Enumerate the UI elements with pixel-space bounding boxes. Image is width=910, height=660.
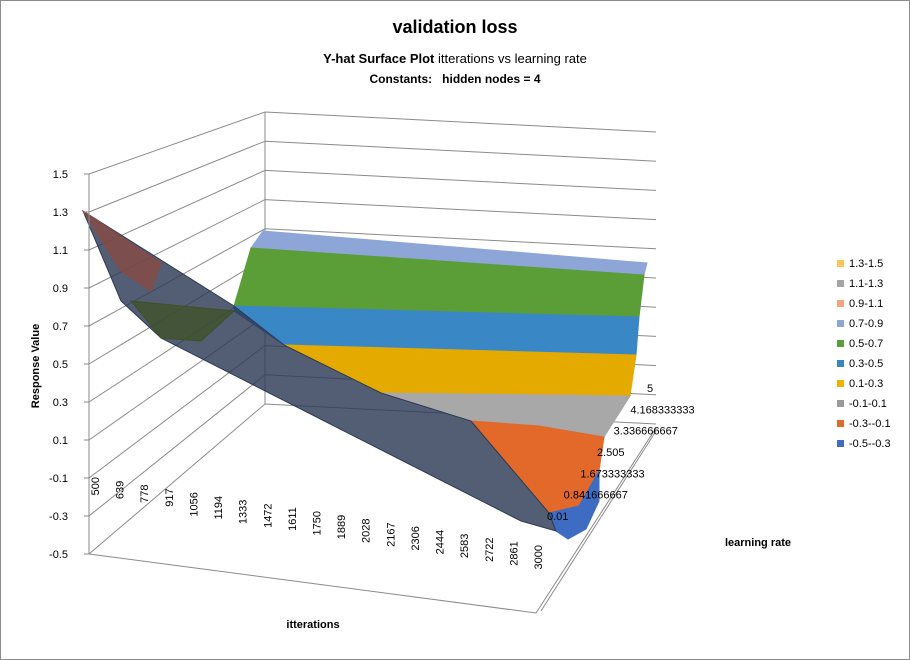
chart-constants: Constants: hidden nodes = 4 (369, 72, 541, 86)
x-tick-label: 2583 (459, 534, 471, 558)
legend-item: 1.1-1.3 (837, 277, 891, 297)
legend-swatch (837, 340, 844, 347)
surface-front-green (129, 300, 236, 342)
legend-swatch (837, 360, 844, 367)
z-tick-label: 1.5 (53, 169, 68, 181)
legend-label: 0.1-0.3 (849, 378, 884, 390)
x-tick-label: 1472 (262, 503, 274, 527)
label-layer: 1.5 1.3 1.1 0.9 0.7 0.5 0.3 0.1 -0.1 -0.3 -0.5 Resp… (30, 169, 791, 631)
legend-item: 1.3-1.5 (837, 257, 891, 277)
legend-swatch (837, 420, 844, 427)
x-tick-label: 1889 (336, 515, 348, 539)
gridline (88, 111, 657, 175)
legend-label: 0.3-0.5 (849, 358, 884, 370)
y-tick-label: 4.168333333 (630, 404, 694, 416)
y-tick-label: 5 (647, 383, 653, 395)
x-tick-label: 2028 (361, 519, 373, 543)
legend-label: 0.5-0.7 (849, 338, 884, 350)
x-tick-label: 1750 (312, 511, 324, 535)
z-tick-label: 0.7 (53, 321, 68, 333)
legend-swatch (837, 380, 844, 387)
y-axis (540, 430, 657, 612)
legend-swatch (837, 320, 844, 327)
surface-band-m0.5-m0.3 (548, 469, 600, 540)
x-tick-label: 500 (90, 477, 102, 495)
x-tick-label: 2444 (435, 530, 447, 554)
surface-front-red (82, 210, 162, 292)
legend-swatch (837, 260, 844, 267)
y-tick-label: 1.673333333 (580, 468, 644, 480)
z-tick-label: 0.1 (53, 435, 68, 447)
x-tick-label: 1333 (238, 500, 250, 524)
legend-item: 0.1-0.3 (837, 377, 891, 397)
z-tick-label: 0.9 (53, 283, 68, 295)
y-tick-label: 3.336666667 (614, 426, 678, 438)
z-tick-label: -0.3 (49, 511, 68, 523)
legend-label: 0.7-0.9 (849, 318, 884, 330)
x-tick-label: 2306 (410, 526, 422, 550)
z-axis-title: Response Value (30, 324, 42, 408)
surface-layer (81, 209, 648, 540)
x-tick-label: 2722 (484, 537, 496, 561)
legend-swatch (837, 280, 844, 287)
x-tick-label: 917 (164, 488, 176, 506)
z-tick-label: 1.3 (53, 207, 68, 219)
legend-label: 1.1-1.3 (849, 278, 884, 290)
subtitle-bold: Y-hat Surface Plot (323, 51, 435, 66)
legend-label: 0.9-1.1 (849, 298, 884, 310)
z-tick-label: 1.1 (53, 245, 68, 257)
legend-swatch (837, 440, 844, 447)
subtitle-rest: itterations vs learning rate (434, 51, 587, 66)
surface-front-face (81, 209, 557, 532)
x-tick-label: 2167 (385, 522, 397, 546)
x-tick-label: 3000 (533, 545, 545, 569)
x-tick-label: 639 (115, 481, 127, 499)
x-tick-label: 778 (139, 485, 151, 503)
y-tick-label: 0.841666667 (564, 490, 628, 502)
z-tick-label: 0.5 (53, 359, 68, 371)
x-tick-label: 1611 (287, 507, 299, 531)
legend-label: -0.3--0.1 (849, 418, 891, 430)
y-tick-label: 0.01 (547, 511, 568, 523)
z-tick-label: 0.3 (53, 397, 68, 409)
legend-label: 1.3-1.5 (849, 258, 884, 270)
legend-item: -0.3--0.1 (837, 417, 891, 437)
legend-item: -0.5--0.3 (837, 437, 891, 457)
z-tick-label: -0.1 (49, 473, 68, 485)
chart-title: validation loss (392, 17, 518, 37)
legend-item: 0.7-0.9 (837, 317, 891, 337)
legend-item: 0.3-0.5 (837, 357, 891, 377)
axis-layer (84, 173, 657, 612)
legend-label: -0.1-0.1 (849, 398, 887, 410)
chart-subtitle: Y-hat Surface Plot itterations vs learni… (1, 51, 909, 66)
x-axis-title: itterations (286, 619, 339, 631)
floor-edge (88, 427, 657, 614)
x-tick-label: 1056 (188, 492, 200, 516)
legend-item: -0.1-0.1 (837, 397, 891, 417)
y-tick-label: 2.505 (597, 447, 625, 459)
y-axis-title: learning rate (725, 537, 791, 549)
legend-swatch (837, 300, 844, 307)
legend-label: -0.5--0.3 (849, 438, 891, 450)
z-tick-label: -0.5 (49, 549, 68, 561)
gridline (88, 140, 657, 213)
legend-swatch (837, 400, 844, 407)
x-tick-label: 2861 (508, 541, 520, 565)
legend-item: 0.5-0.7 (837, 337, 891, 357)
x-tick-label: 1194 (213, 496, 225, 520)
legend-item: 0.9-1.1 (837, 297, 891, 317)
gridline (88, 169, 657, 251)
legend: 1.3-1.5 1.1-1.3 0.9-1.1 0.7-0.9 0.5-0.7 0.3-0… (837, 257, 891, 457)
